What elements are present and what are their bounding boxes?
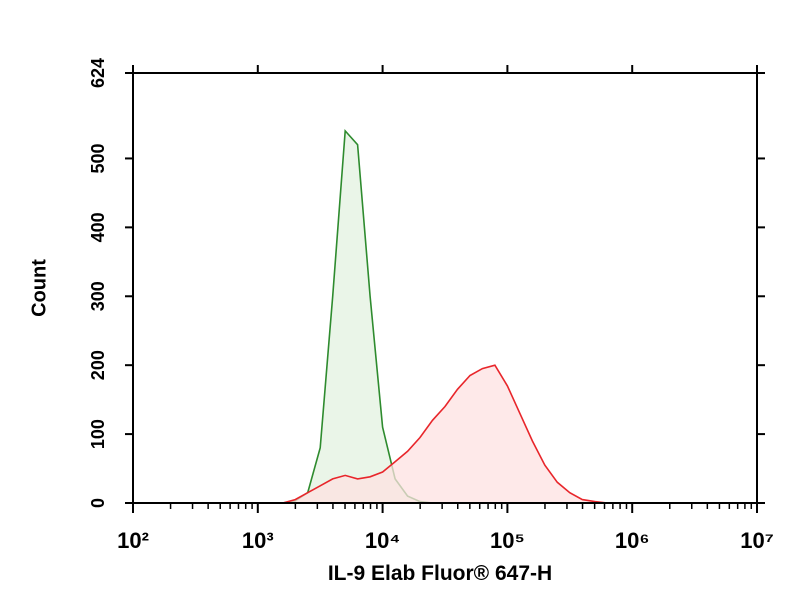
- x-axis-label: IL-9 Elab Fluor® 647-H: [328, 562, 552, 585]
- x-tick-label: 10⁴: [365, 528, 400, 553]
- y-tick-label: 300: [88, 281, 108, 311]
- y-axis-label: Count: [28, 259, 50, 317]
- plot-frame: [132, 72, 758, 504]
- y-tick-label: 200: [88, 350, 108, 380]
- y-tick-label: 400: [88, 212, 108, 242]
- x-tick-label: 10²: [117, 528, 149, 553]
- y-tick-label: 500: [88, 143, 108, 173]
- y-tick-label: 624: [88, 58, 108, 88]
- x-tick-label: 10⁶: [615, 528, 650, 553]
- x-tick-label: 10⁵: [490, 528, 525, 553]
- histogram-area: [282, 364, 608, 504]
- y-tick-label: 0: [88, 498, 108, 508]
- x-tick-label: 10⁷: [740, 528, 774, 553]
- x-tick-label: 10³: [242, 528, 274, 553]
- y-tick-label: 100: [88, 419, 108, 449]
